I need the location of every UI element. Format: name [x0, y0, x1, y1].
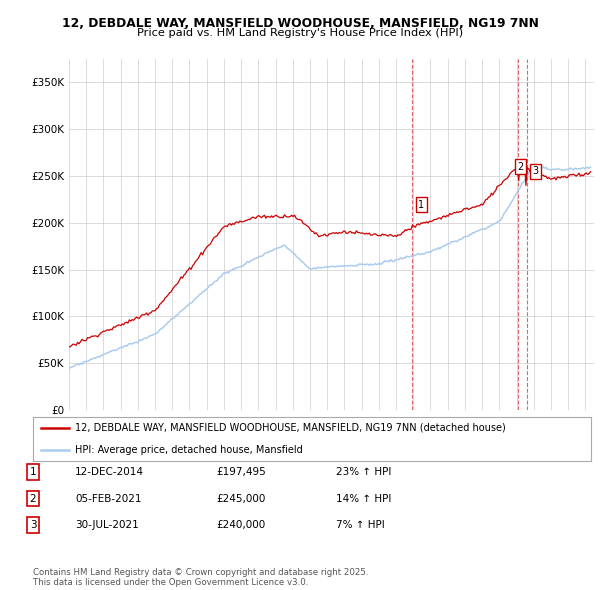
Text: 12-DEC-2014: 12-DEC-2014 — [75, 467, 144, 477]
Text: 12, DEBDALE WAY, MANSFIELD WOODHOUSE, MANSFIELD, NG19 7NN (detached house): 12, DEBDALE WAY, MANSFIELD WOODHOUSE, MA… — [75, 423, 506, 432]
Text: 1: 1 — [29, 467, 37, 477]
Text: 12, DEBDALE WAY, MANSFIELD WOODHOUSE, MANSFIELD, NG19 7NN: 12, DEBDALE WAY, MANSFIELD WOODHOUSE, MA… — [62, 17, 538, 30]
Text: £245,000: £245,000 — [216, 494, 265, 503]
Text: 30-JUL-2021: 30-JUL-2021 — [75, 520, 139, 530]
Text: 1: 1 — [418, 199, 424, 209]
Text: 2: 2 — [29, 494, 37, 503]
Text: HPI: Average price, detached house, Mansfield: HPI: Average price, detached house, Mans… — [75, 445, 302, 455]
Text: 3: 3 — [29, 520, 37, 530]
Text: 7% ↑ HPI: 7% ↑ HPI — [336, 520, 385, 530]
Text: Contains HM Land Registry data © Crown copyright and database right 2025.
This d: Contains HM Land Registry data © Crown c… — [33, 568, 368, 587]
Text: £240,000: £240,000 — [216, 520, 265, 530]
Text: £197,495: £197,495 — [216, 467, 266, 477]
Text: 05-FEB-2021: 05-FEB-2021 — [75, 494, 142, 503]
Text: 3: 3 — [532, 166, 538, 176]
Text: Price paid vs. HM Land Registry's House Price Index (HPI): Price paid vs. HM Land Registry's House … — [137, 28, 463, 38]
Text: 14% ↑ HPI: 14% ↑ HPI — [336, 494, 391, 503]
Text: 2: 2 — [518, 162, 524, 172]
Text: 23% ↑ HPI: 23% ↑ HPI — [336, 467, 391, 477]
